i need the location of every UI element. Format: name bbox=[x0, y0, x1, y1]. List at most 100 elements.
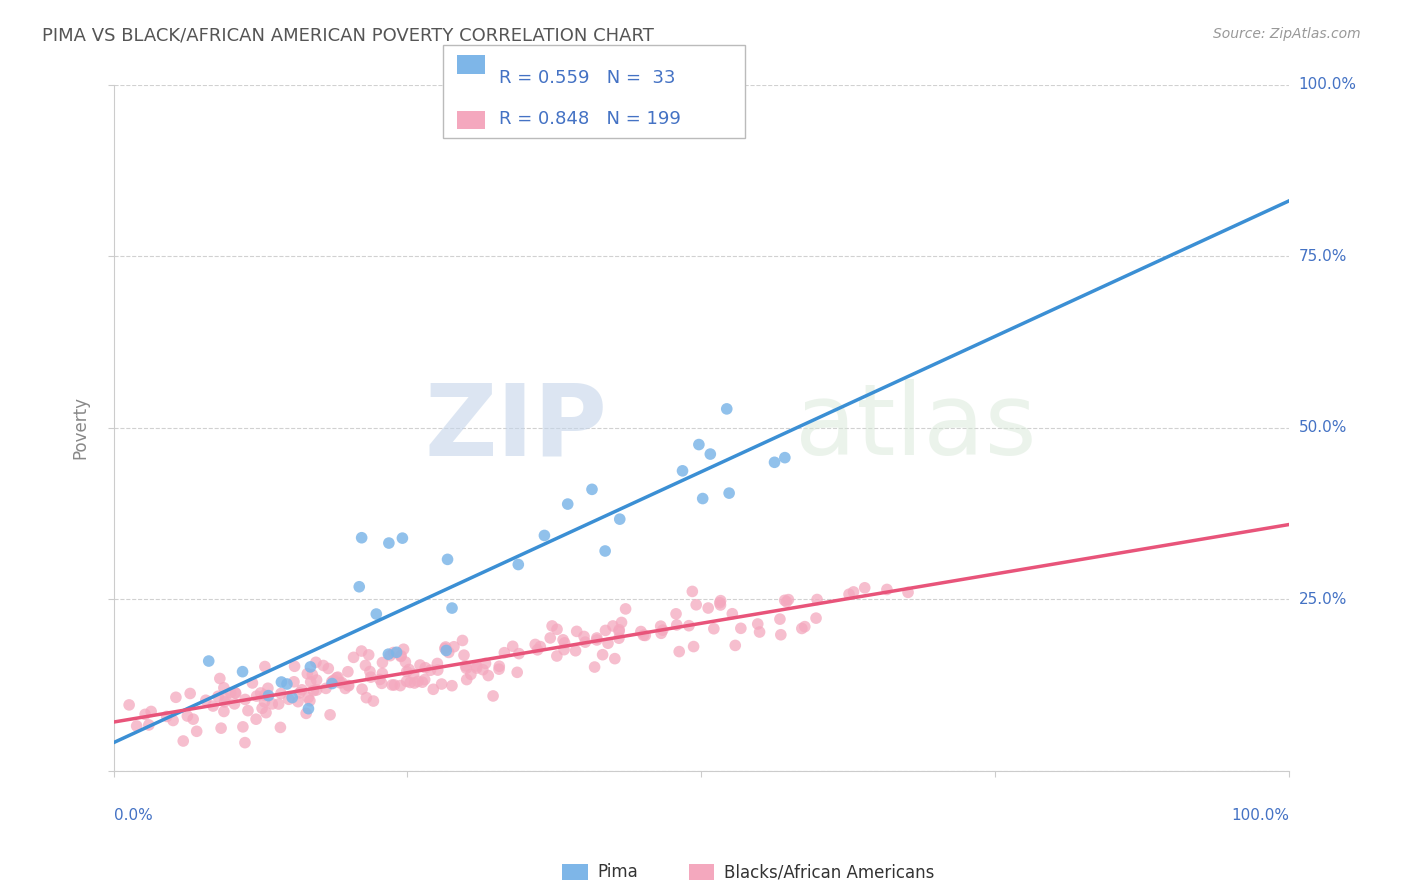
Point bbox=[224, 686, 246, 700]
Point bbox=[709, 598, 731, 612]
Point bbox=[312, 658, 335, 673]
Point bbox=[572, 630, 595, 644]
Point bbox=[352, 682, 374, 697]
Point bbox=[585, 631, 607, 645]
Point bbox=[253, 659, 276, 673]
Point bbox=[225, 686, 247, 700]
Point bbox=[437, 645, 460, 659]
Point bbox=[688, 437, 710, 451]
Point bbox=[389, 679, 412, 693]
Point bbox=[748, 625, 770, 640]
Text: Pima: Pima bbox=[598, 863, 638, 881]
Point bbox=[118, 698, 141, 712]
Point bbox=[595, 624, 617, 638]
Point bbox=[607, 631, 630, 645]
Point bbox=[465, 661, 488, 675]
Point bbox=[724, 639, 747, 653]
Point bbox=[583, 660, 606, 674]
Point bbox=[378, 536, 401, 550]
Point bbox=[378, 648, 401, 663]
Point bbox=[426, 663, 449, 677]
Point bbox=[565, 624, 588, 639]
Point bbox=[172, 734, 194, 748]
Point bbox=[276, 677, 298, 691]
Point bbox=[430, 677, 453, 691]
Point bbox=[838, 587, 860, 601]
Point bbox=[270, 686, 292, 700]
Point bbox=[529, 640, 551, 654]
Point bbox=[630, 624, 652, 639]
Point bbox=[634, 628, 657, 642]
Point bbox=[297, 701, 319, 715]
Point bbox=[718, 486, 741, 500]
Point bbox=[454, 659, 477, 673]
Point bbox=[451, 633, 474, 648]
Point bbox=[533, 528, 555, 542]
Point bbox=[775, 595, 797, 609]
Point bbox=[357, 648, 380, 662]
Point bbox=[413, 673, 436, 687]
Point bbox=[526, 643, 548, 657]
Point bbox=[398, 663, 420, 677]
Point bbox=[368, 673, 391, 687]
Point bbox=[212, 705, 235, 719]
Point bbox=[574, 635, 596, 649]
Point bbox=[371, 676, 394, 690]
Point bbox=[321, 674, 343, 689]
Point bbox=[356, 690, 378, 705]
Point bbox=[551, 632, 574, 647]
Point bbox=[179, 686, 201, 700]
Point bbox=[769, 612, 792, 626]
Point bbox=[305, 683, 328, 698]
Point bbox=[350, 644, 373, 658]
Point bbox=[395, 674, 418, 689]
Point bbox=[250, 701, 273, 715]
Point bbox=[790, 622, 813, 636]
Point bbox=[716, 401, 738, 416]
Point bbox=[176, 709, 198, 723]
Point bbox=[209, 721, 232, 735]
Point bbox=[305, 655, 328, 669]
Point bbox=[382, 678, 405, 692]
Point bbox=[440, 679, 463, 693]
Point bbox=[208, 672, 231, 686]
Point bbox=[270, 675, 292, 690]
Point bbox=[316, 661, 339, 675]
Point bbox=[709, 596, 731, 610]
Point bbox=[474, 657, 496, 671]
Text: R = 0.559   N =  33: R = 0.559 N = 33 bbox=[499, 70, 676, 87]
Point bbox=[508, 647, 530, 661]
Point bbox=[564, 644, 586, 658]
Point bbox=[214, 695, 236, 709]
Point bbox=[681, 584, 703, 599]
Point bbox=[603, 651, 626, 665]
Point bbox=[232, 720, 254, 734]
Point bbox=[299, 660, 322, 674]
Point bbox=[382, 645, 405, 659]
Point bbox=[156, 709, 179, 723]
Point bbox=[326, 670, 349, 684]
Point bbox=[402, 667, 425, 681]
Point bbox=[682, 640, 704, 654]
Point bbox=[197, 654, 219, 668]
Point bbox=[329, 676, 352, 690]
Point bbox=[134, 707, 156, 722]
Point bbox=[337, 679, 360, 693]
Text: 25.0%: 25.0% bbox=[1299, 591, 1347, 607]
Point bbox=[385, 645, 408, 659]
Point bbox=[281, 690, 304, 705]
Point bbox=[284, 659, 307, 673]
Point bbox=[232, 665, 254, 679]
Point bbox=[508, 558, 530, 572]
Point bbox=[297, 666, 319, 681]
Text: atlas: atlas bbox=[796, 379, 1038, 476]
Point bbox=[224, 697, 246, 711]
Point bbox=[277, 692, 299, 706]
Point bbox=[778, 592, 800, 607]
Point bbox=[360, 670, 382, 684]
Point bbox=[389, 648, 412, 663]
Point bbox=[699, 447, 721, 461]
Point bbox=[553, 642, 575, 657]
Point bbox=[301, 667, 323, 681]
Point bbox=[593, 544, 616, 558]
